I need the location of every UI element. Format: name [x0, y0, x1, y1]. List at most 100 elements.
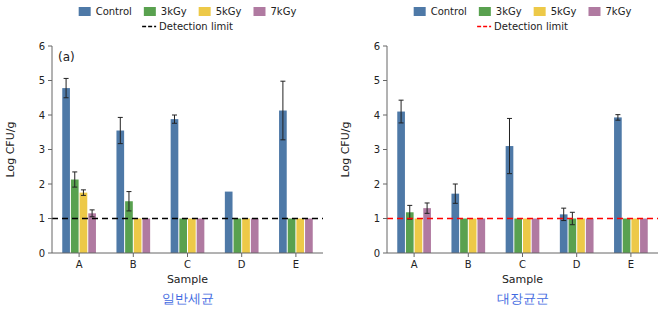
error-stem — [83, 190, 84, 196]
y-tick-label: 5 — [374, 75, 380, 86]
legend-item: 3kGy — [479, 6, 522, 17]
legend-label: 3kGy — [496, 6, 522, 17]
reference-line — [52, 218, 323, 219]
legend-swatch — [199, 7, 211, 16]
error-bar — [507, 118, 512, 173]
x-tick — [241, 253, 242, 257]
x-tick — [133, 253, 134, 257]
x-tick-label: B — [465, 259, 472, 270]
bar — [296, 219, 304, 254]
error-bar — [453, 184, 458, 203]
bar — [88, 213, 96, 253]
error-cap — [453, 203, 458, 204]
y-tick — [383, 149, 387, 150]
x-tick-label: C — [184, 259, 191, 270]
error-cap — [126, 210, 131, 211]
legend-label: Control — [431, 6, 467, 17]
y-tick — [48, 218, 52, 219]
legend-label: 7kGy — [605, 6, 631, 17]
y-tick-label: 0 — [39, 248, 45, 259]
legend-swatch — [79, 7, 91, 16]
sublabel: 대장균군 — [497, 291, 549, 306]
bar — [197, 219, 205, 254]
reference-line — [387, 218, 658, 219]
panel: 0123456ABCDELog CFU/gSample(a)일반세균Contro… — [4, 6, 323, 306]
y-tick-label: 2 — [374, 179, 380, 190]
legend-swatch — [142, 26, 156, 28]
bar — [80, 193, 88, 253]
bar — [614, 117, 622, 253]
error-cap — [507, 173, 512, 174]
legend-label: 7kGy — [270, 6, 296, 17]
error-stem — [509, 118, 510, 173]
error-bar — [126, 192, 131, 211]
x-tick-label: A — [411, 259, 418, 270]
legend-swatch — [414, 7, 426, 16]
y-tick — [383, 115, 387, 116]
error-cap — [615, 114, 620, 115]
bar — [62, 88, 70, 253]
error-cap — [561, 208, 566, 209]
error-stem — [66, 78, 67, 97]
error-cap — [81, 195, 86, 196]
bar — [577, 219, 585, 254]
y-axis-line — [52, 46, 53, 253]
legend-swatch — [253, 7, 265, 16]
y-tick-label: 4 — [374, 110, 380, 121]
error-cap — [72, 187, 77, 188]
bar — [640, 219, 648, 254]
x-tick — [295, 253, 296, 257]
error-stem — [617, 115, 618, 121]
x-tick-label: B — [130, 259, 137, 270]
error-bar — [90, 210, 95, 217]
x-tick — [79, 253, 80, 257]
error-cap — [118, 117, 123, 118]
error-cap — [118, 143, 123, 144]
error-cap — [81, 189, 86, 190]
y-tick — [48, 80, 52, 81]
error-bar — [407, 205, 412, 219]
legend-item: 5kGy — [534, 6, 577, 17]
bar — [179, 219, 187, 254]
x-tick — [522, 253, 523, 257]
x-tick-label: C — [519, 259, 526, 270]
error-cap — [453, 184, 458, 185]
y-tick — [383, 184, 387, 185]
x-tick — [414, 253, 415, 257]
legend-label: 3kGy — [161, 6, 187, 17]
error-cap — [72, 171, 77, 172]
error-stem — [409, 205, 410, 219]
error-cap — [407, 205, 412, 206]
error-bar — [615, 115, 620, 121]
x-tick-label: D — [573, 259, 581, 270]
legend-label: Control — [96, 6, 132, 17]
error-bar — [118, 117, 123, 143]
legend-swatch — [479, 7, 491, 16]
y-tick-label: 4 — [39, 110, 45, 121]
y-tick-label: 1 — [39, 213, 45, 224]
x-axis-line — [387, 253, 658, 254]
error-cap — [615, 120, 620, 121]
panel: 0123456ABCDELog CFU/gSample대장균군Control3k… — [339, 6, 658, 306]
legend-item: 3kGy — [144, 6, 187, 17]
bar — [460, 219, 468, 254]
legend-label: 5kGy — [551, 6, 577, 17]
x-tick — [187, 253, 188, 257]
bar — [423, 208, 431, 253]
y-tick — [383, 46, 387, 47]
y-tick — [383, 218, 387, 219]
error-cap — [90, 216, 95, 217]
y-tick — [383, 253, 387, 254]
y-axis-label: Log CFU/g — [4, 122, 17, 178]
error-cap — [561, 220, 566, 221]
y-tick-label: 2 — [39, 179, 45, 190]
error-stem — [174, 115, 175, 123]
y-tick — [48, 184, 52, 185]
error-cap — [172, 115, 177, 116]
error-stem — [128, 192, 129, 211]
panel-title: (a) — [58, 50, 75, 64]
bar — [586, 219, 594, 254]
error-cap — [172, 123, 177, 124]
bar — [477, 219, 485, 254]
bar — [251, 219, 259, 254]
